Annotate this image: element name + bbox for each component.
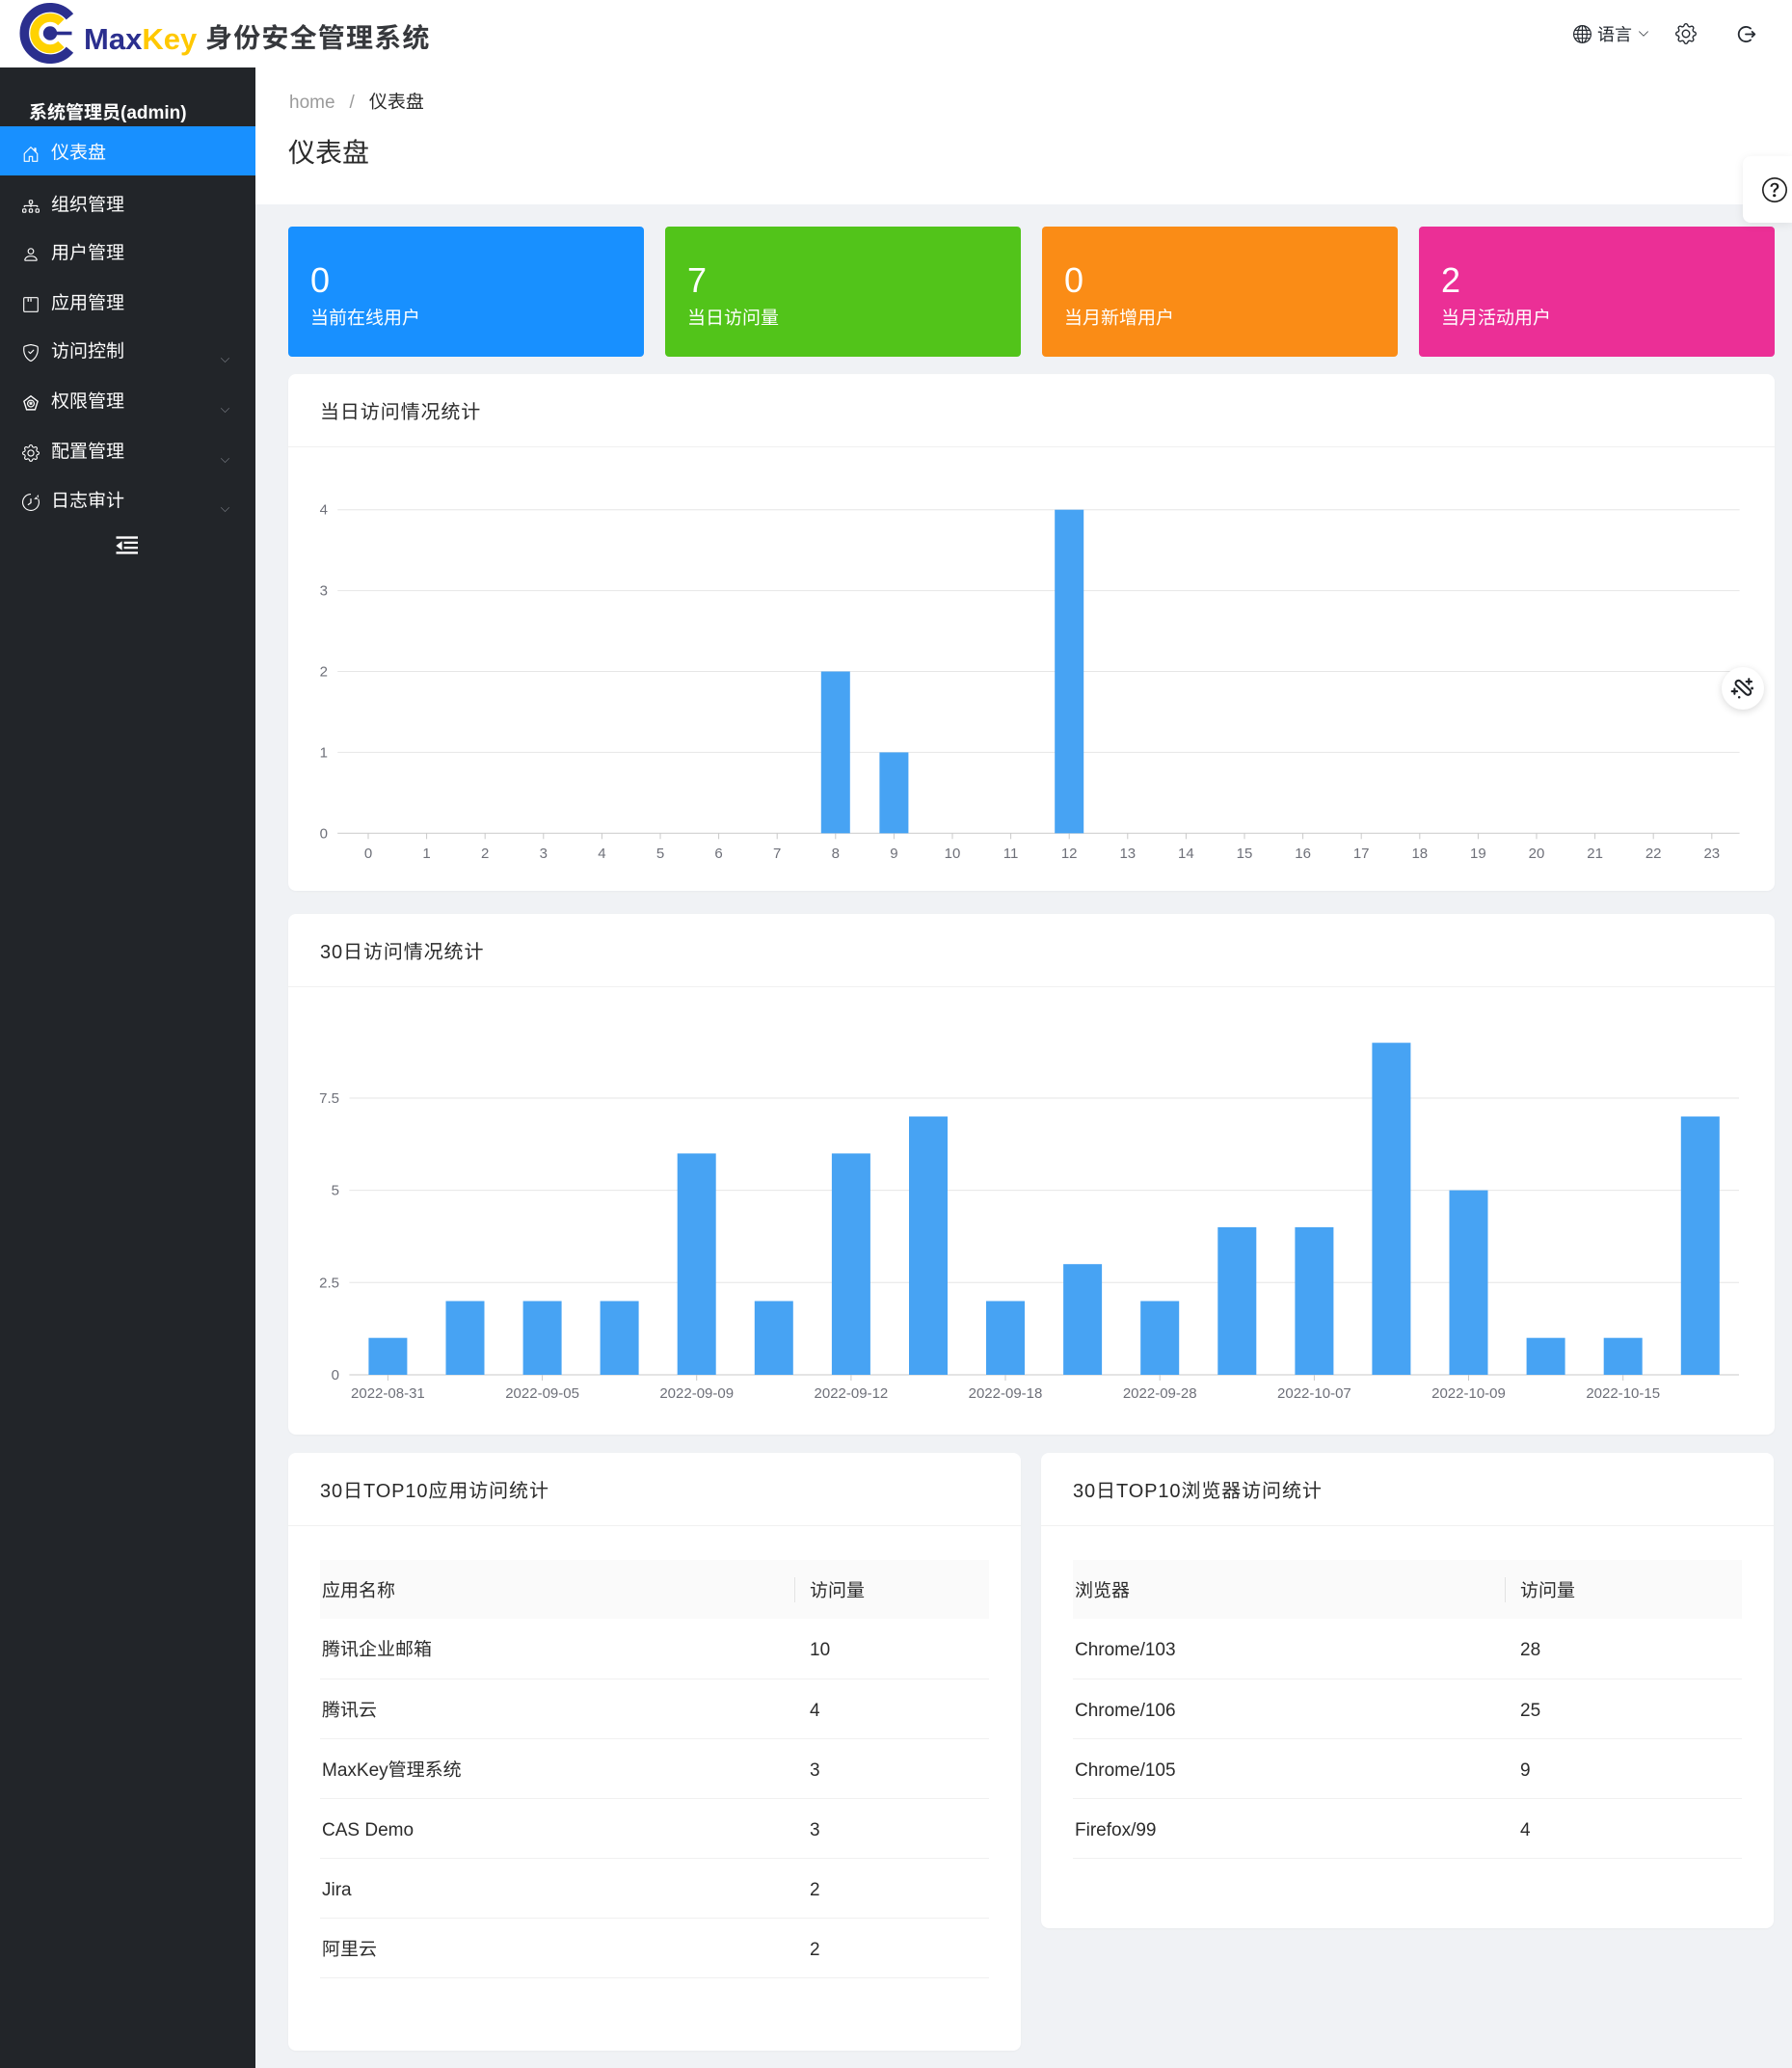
svg-text:2022-09-18: 2022-09-18 bbox=[969, 1383, 1043, 1403]
svg-text:20: 20 bbox=[1529, 843, 1545, 863]
svg-text:0: 0 bbox=[332, 1364, 339, 1384]
svg-text:2022-10-07: 2022-10-07 bbox=[1277, 1383, 1351, 1403]
svg-text:0: 0 bbox=[320, 822, 328, 843]
svg-text:2022-09-28: 2022-09-28 bbox=[1123, 1383, 1197, 1403]
svg-text:23: 23 bbox=[1703, 843, 1720, 863]
svg-text:11: 11 bbox=[1003, 843, 1019, 863]
svg-text:12: 12 bbox=[1061, 843, 1078, 863]
svg-text:13: 13 bbox=[1119, 843, 1136, 863]
svg-text:3: 3 bbox=[540, 843, 548, 863]
svg-text:1: 1 bbox=[422, 843, 430, 863]
svg-text:2022-09-09: 2022-09-09 bbox=[659, 1383, 734, 1403]
svg-text:2.5: 2.5 bbox=[319, 1272, 339, 1292]
svg-text:7: 7 bbox=[773, 843, 781, 863]
svg-text:3: 3 bbox=[320, 580, 328, 601]
svg-text:4: 4 bbox=[598, 843, 605, 863]
svg-text:15: 15 bbox=[1237, 843, 1253, 863]
svg-text:10: 10 bbox=[945, 843, 961, 863]
svg-text:18: 18 bbox=[1411, 843, 1428, 863]
svg-text:1: 1 bbox=[320, 741, 328, 762]
svg-text:16: 16 bbox=[1295, 843, 1311, 863]
svg-text:4: 4 bbox=[320, 499, 328, 520]
svg-text:9: 9 bbox=[890, 843, 897, 863]
svg-text:22: 22 bbox=[1645, 843, 1662, 863]
svg-text:7.5: 7.5 bbox=[319, 1088, 339, 1108]
svg-text:8: 8 bbox=[832, 843, 840, 863]
svg-text:5: 5 bbox=[332, 1180, 339, 1200]
svg-text:21: 21 bbox=[1587, 843, 1603, 863]
svg-text:2022-09-12: 2022-09-12 bbox=[815, 1383, 889, 1403]
svg-text:2: 2 bbox=[320, 661, 328, 682]
svg-text:19: 19 bbox=[1470, 843, 1486, 863]
svg-text:2022-08-31: 2022-08-31 bbox=[351, 1383, 425, 1403]
svg-text:2: 2 bbox=[481, 843, 489, 863]
svg-text:14: 14 bbox=[1178, 843, 1194, 863]
svg-text:6: 6 bbox=[714, 843, 722, 863]
svg-text:2022-09-05: 2022-09-05 bbox=[505, 1383, 579, 1403]
svg-text:2022-10-15: 2022-10-15 bbox=[1586, 1383, 1660, 1403]
svg-text:5: 5 bbox=[656, 843, 664, 863]
svg-text:17: 17 bbox=[1353, 843, 1370, 863]
svg-text:2022-10-09: 2022-10-09 bbox=[1431, 1383, 1506, 1403]
svg-text:0: 0 bbox=[364, 843, 372, 863]
